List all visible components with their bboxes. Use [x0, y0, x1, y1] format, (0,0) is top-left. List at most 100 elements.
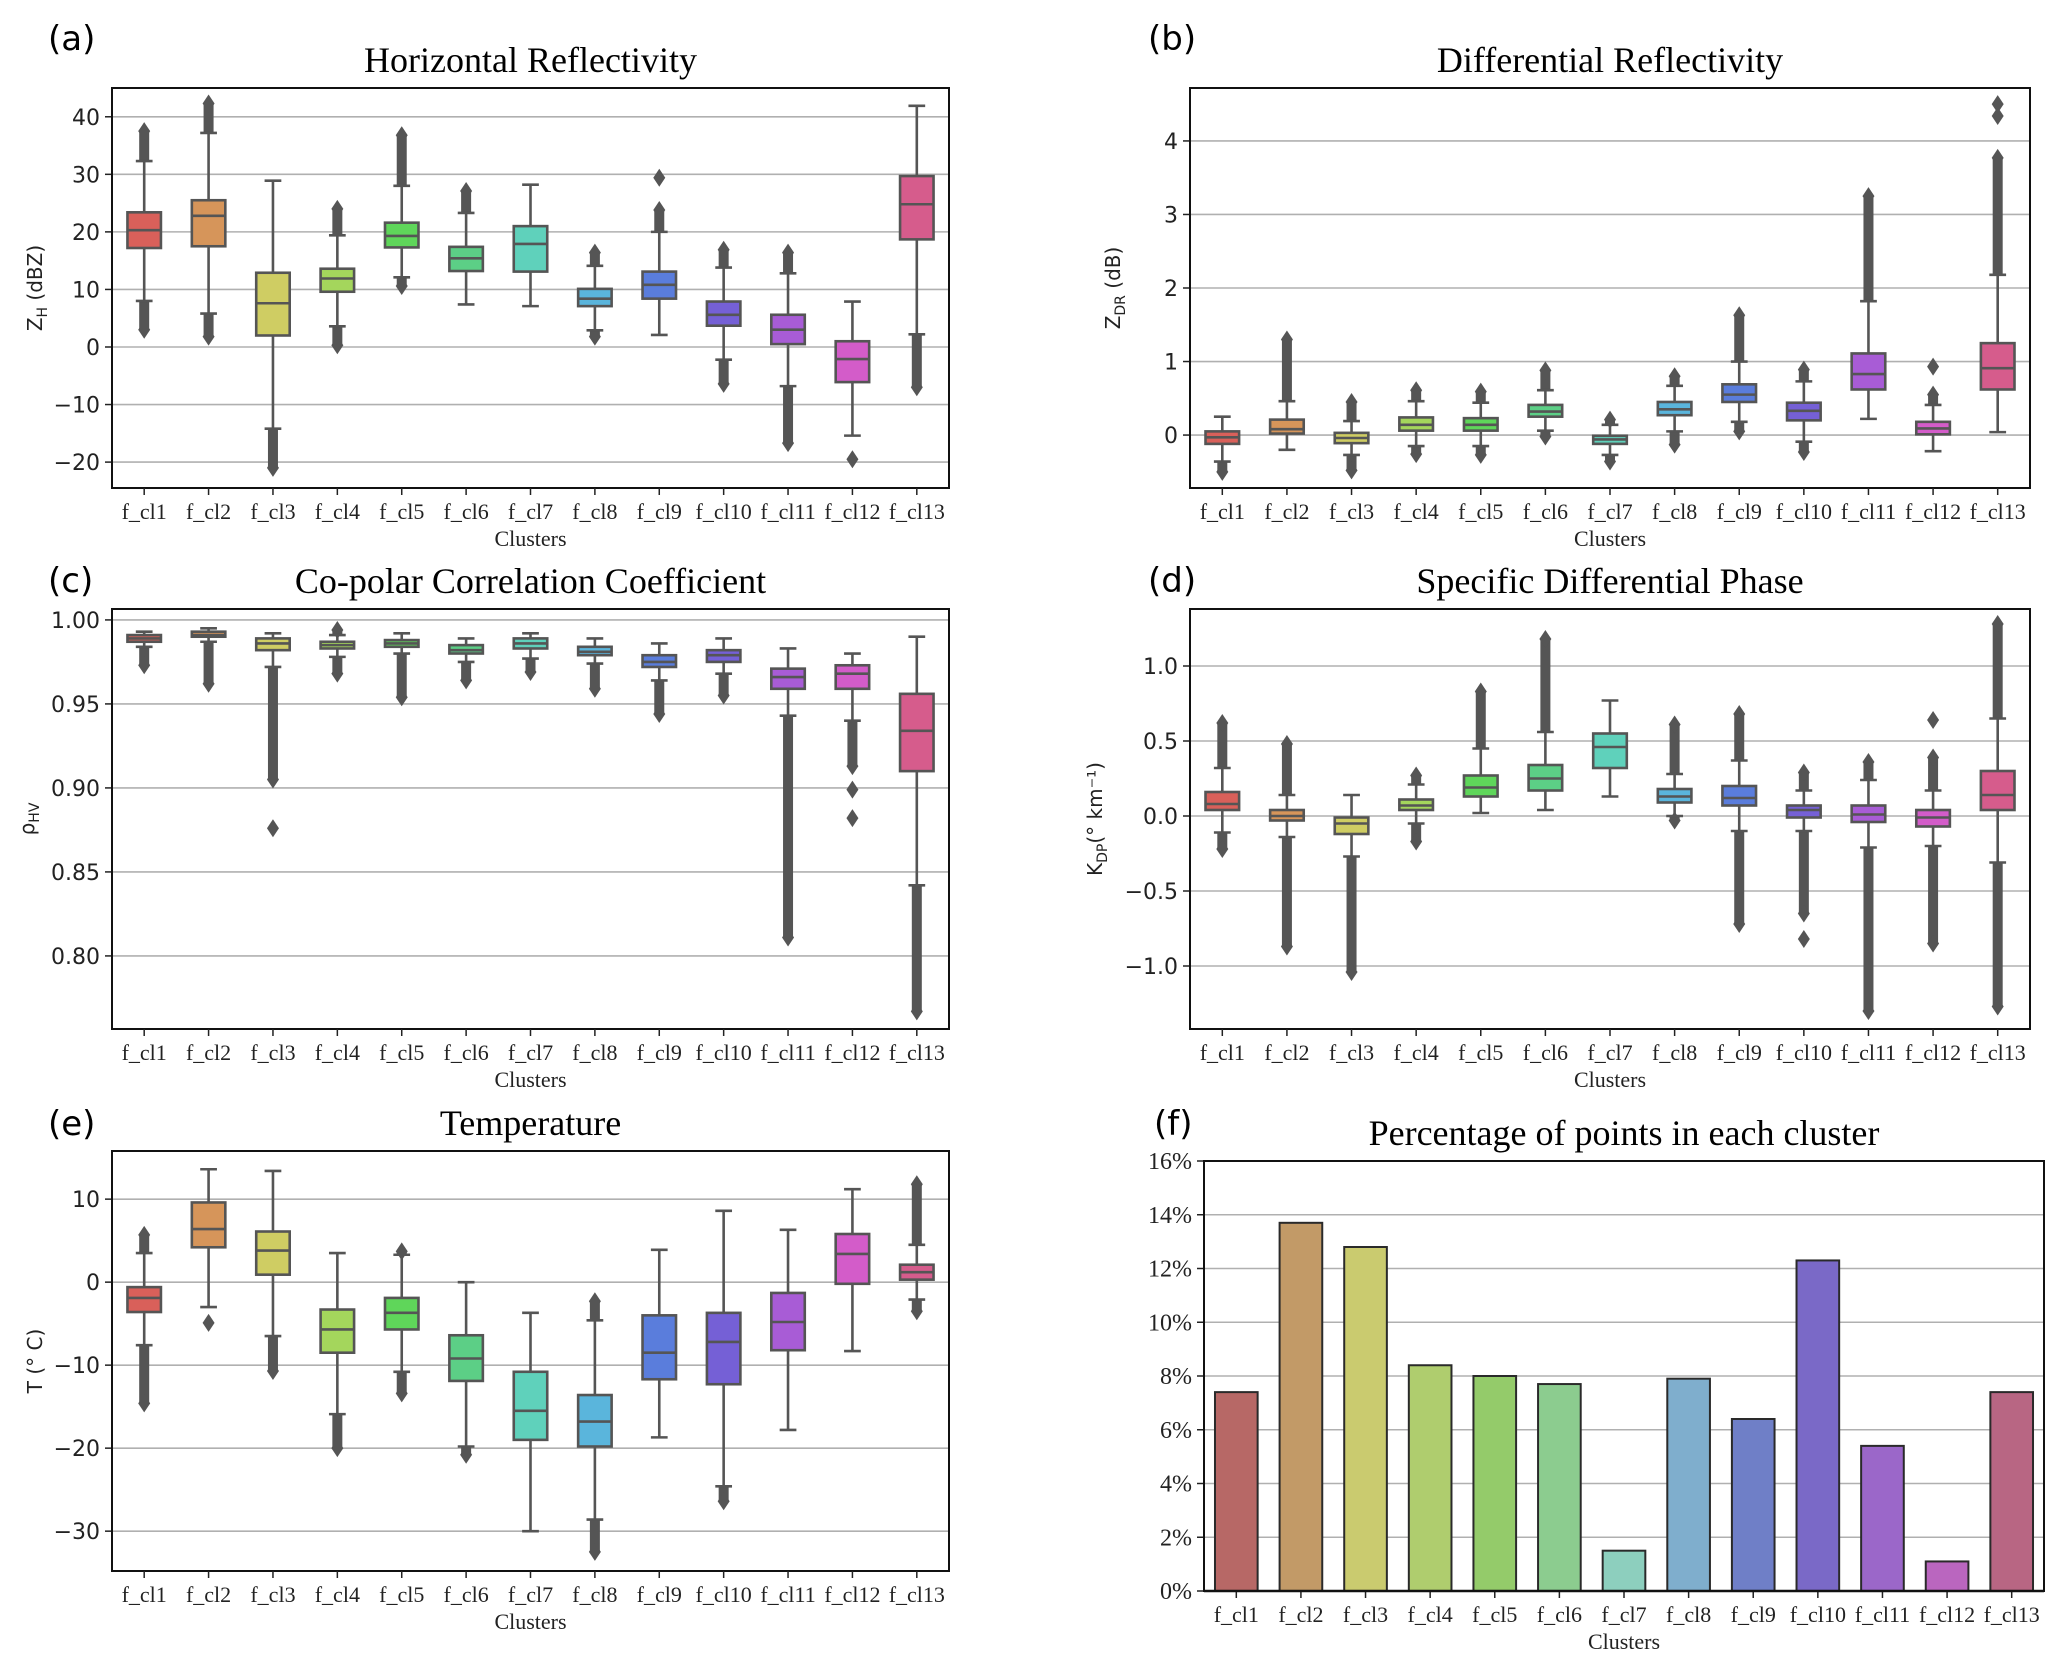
- outlier-band-high: [589, 1301, 600, 1321]
- box-f_cl13: [898, 104, 935, 397]
- y-tick-label: 0: [86, 336, 100, 361]
- outlier-point: [653, 201, 666, 220]
- iqr-box: [1268, 418, 1306, 435]
- panel-title: Temperature: [440, 1103, 621, 1143]
- outlier-point: [202, 94, 215, 113]
- iqr-box: [834, 663, 871, 691]
- box-f_cl10: [1785, 763, 1822, 948]
- outlier-point: [1539, 630, 1552, 648]
- iqr-box: [254, 1230, 292, 1276]
- box-f_cl8: [1656, 367, 1693, 454]
- outlier-point: [588, 679, 601, 698]
- y-tick-label: −10: [54, 1354, 100, 1379]
- x-tick-label: f_cl4: [1394, 1040, 1439, 1065]
- y-axis-label-sub: HV: [27, 802, 43, 823]
- x-tick-label: f_cl4: [1408, 1602, 1453, 1627]
- box-f_cl9: [641, 168, 678, 337]
- x-tick-label: f_cl3: [1329, 499, 1374, 524]
- x-tick-label: f_cl3: [250, 1040, 295, 1065]
- y-tick-label: 0.80: [51, 945, 100, 970]
- box-f_cl7: [512, 632, 549, 681]
- y-tick-label: 10: [72, 278, 100, 303]
- outlier-band-low: [654, 680, 665, 714]
- outlier-band-low: [267, 428, 278, 468]
- outlier-point: [1733, 422, 1746, 441]
- outlier-band-high: [654, 210, 665, 232]
- outlier-band-low: [1346, 856, 1357, 972]
- box-f_cl11: [769, 243, 807, 453]
- outlier-band-high: [1540, 370, 1551, 391]
- y-tick-label: 12%: [1148, 1257, 1192, 1283]
- bar-f_cl12: [1924, 1560, 1970, 1592]
- outlier-point: [1991, 997, 2004, 1016]
- panel-title: Co-polar Correlation Coefficient: [295, 561, 766, 601]
- y-tick-label: 0: [1164, 424, 1178, 449]
- x-tick-label: f_cl5: [379, 1040, 424, 1065]
- outlier-point: [1991, 615, 2004, 633]
- x-tick-label: f_cl11: [760, 1040, 815, 1065]
- outlier-point: [910, 1302, 923, 1321]
- y-tick-label: 4%: [1160, 1472, 1192, 1498]
- box-f_cl11: [1850, 753, 1887, 1020]
- y-tick-label: 8%: [1160, 1364, 1192, 1390]
- x-tick-label: f_cl10: [1790, 1602, 1846, 1627]
- box-f_cl9: [641, 1248, 678, 1439]
- outlier-point: [1927, 934, 1940, 953]
- x-tick-label: f_cl9: [1731, 1602, 1776, 1627]
- x-tick-label: f_cl11: [760, 499, 815, 524]
- box-f_cl7: [512, 1311, 549, 1533]
- x-tick-label: f_cl7: [508, 499, 553, 524]
- outlier-point: [1797, 442, 1810, 461]
- outlier-point: [331, 336, 344, 355]
- y-axis-label: T (° C): [23, 1329, 47, 1395]
- outlier-band-low: [718, 359, 729, 384]
- x-tick-label: f_cl12: [1905, 499, 1961, 524]
- bar-f_cl9: [1730, 1418, 1776, 1592]
- outlier-point: [331, 199, 344, 218]
- x-tick-label: f_cl4: [315, 1582, 360, 1607]
- x-tick-label: f_cl13: [889, 1040, 945, 1065]
- outlier-band-high: [139, 131, 150, 162]
- outlier-band-low: [1928, 846, 1939, 944]
- outlier-point: [717, 1492, 730, 1511]
- y-axis-label: KDP(° km⁻¹): [1083, 762, 1111, 876]
- x-axis-label: Clusters: [1574, 526, 1646, 551]
- y-tick-label: −20: [54, 1437, 100, 1462]
- outlier-band-high: [1281, 744, 1292, 795]
- x-tick-label: f_cl10: [1776, 1040, 1832, 1065]
- outlier-band-high: [461, 191, 472, 213]
- outlier-point: [1604, 452, 1616, 471]
- iqr-box: [1979, 769, 2016, 812]
- box-f_cl11: [769, 1228, 807, 1432]
- outlier-band-low: [783, 715, 794, 938]
- y-axis-label-sub: DR: [1113, 295, 1129, 316]
- iqr-box: [1721, 784, 1758, 807]
- outlier-point: [588, 1292, 601, 1311]
- outlier-point: [460, 182, 473, 201]
- y-axis-label-main: K: [1083, 862, 1107, 876]
- outlier-point: [395, 688, 408, 707]
- outlier-point: [1474, 382, 1487, 401]
- outlier-point: [1216, 714, 1229, 732]
- bar-f_cl3: [1343, 1246, 1388, 1592]
- box-f_cl12: [834, 300, 871, 469]
- x-axis-label: Clusters: [494, 1067, 566, 1092]
- outlier-point: [138, 320, 151, 339]
- y-tick-label: 1: [1164, 351, 1178, 376]
- outlier-point: [588, 243, 601, 262]
- outlier-band-low: [203, 313, 214, 337]
- bar-f_cl1: [1213, 1391, 1259, 1592]
- outlier-band-low: [589, 663, 600, 689]
- bar-f_cl13: [1989, 1391, 2035, 1592]
- outlier-band-low: [203, 641, 214, 684]
- outlier-point: [1991, 148, 2004, 167]
- x-tick-label: f_cl7: [508, 1040, 553, 1065]
- outlier-band-low: [139, 1345, 150, 1404]
- x-tick-label: f_cl8: [572, 1582, 617, 1607]
- y-tick-label: −0.5: [1125, 880, 1178, 905]
- iqr-box: [190, 1201, 227, 1249]
- y-axis-label: ZDR (dB): [1101, 247, 1129, 330]
- outlier-point: [588, 327, 601, 346]
- panel-d: (d) Specific Differential Phase −1.0 −0.5 0.…: [1083, 561, 2031, 1092]
- iqr-box: [834, 1232, 871, 1286]
